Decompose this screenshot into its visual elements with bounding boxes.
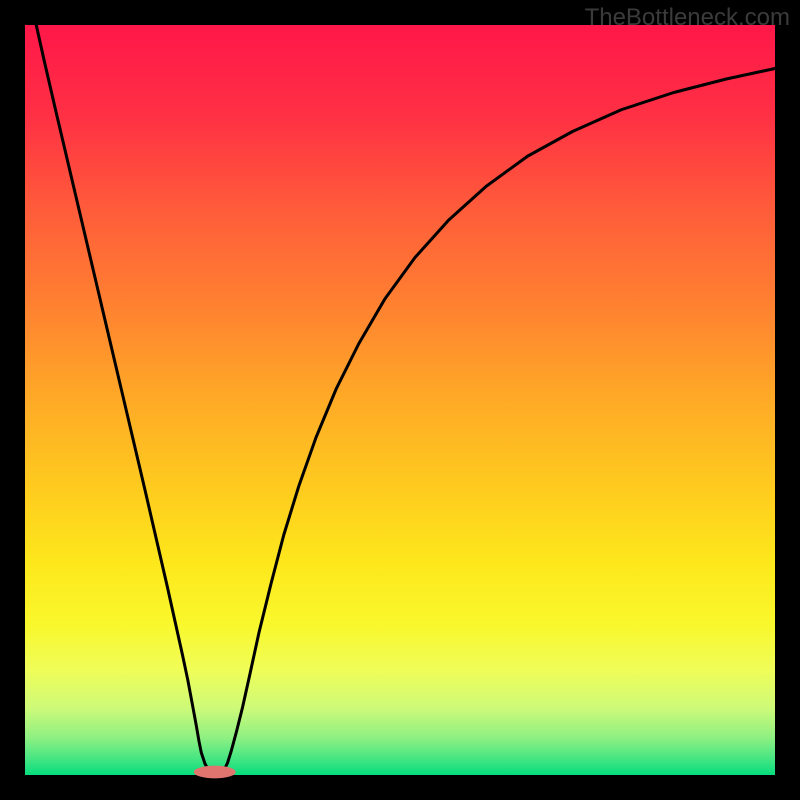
- chart-plot-area: [25, 25, 775, 775]
- chart-container: TheBottleneck.com: [0, 0, 800, 800]
- watermark-text: TheBottleneck.com: [585, 4, 790, 32]
- chart-svg: [0, 0, 800, 800]
- optimal-marker: [194, 766, 236, 779]
